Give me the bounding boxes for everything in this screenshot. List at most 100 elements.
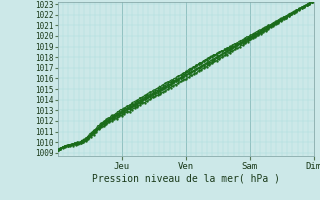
Point <box>266 23 271 27</box>
Point <box>204 59 209 62</box>
Point <box>237 40 243 43</box>
Point <box>191 70 196 73</box>
Point <box>220 49 225 52</box>
Point <box>225 49 230 53</box>
Point <box>248 37 253 40</box>
Point <box>188 68 194 71</box>
Point <box>196 62 201 65</box>
Point <box>258 28 263 32</box>
Point <box>117 112 122 115</box>
Point <box>127 106 132 109</box>
Point <box>163 90 168 93</box>
Point <box>230 50 235 53</box>
Point <box>93 129 99 132</box>
Point <box>78 141 83 144</box>
Point <box>91 130 96 133</box>
Point <box>286 15 291 18</box>
Point <box>214 59 220 62</box>
Point <box>178 73 183 77</box>
Point <box>163 87 168 90</box>
Point <box>297 8 302 11</box>
Point <box>171 81 176 84</box>
Point <box>109 119 114 122</box>
Point <box>240 39 245 42</box>
Point <box>232 42 237 45</box>
Point <box>150 94 155 97</box>
Point <box>268 26 273 29</box>
Point <box>101 120 106 123</box>
Point <box>153 88 158 92</box>
Point <box>142 95 148 99</box>
Point <box>63 145 68 148</box>
Point <box>225 50 230 53</box>
Point <box>101 122 106 125</box>
Point <box>158 88 163 92</box>
Point <box>235 41 240 45</box>
Point <box>168 83 173 86</box>
Point <box>243 40 248 43</box>
Point <box>240 41 245 44</box>
Point <box>122 109 127 112</box>
Point <box>304 3 309 7</box>
Point <box>171 79 176 82</box>
Point <box>145 93 150 96</box>
Point <box>294 8 299 11</box>
Point <box>96 127 101 130</box>
Point <box>132 104 137 108</box>
Point <box>158 87 163 91</box>
Point <box>86 136 91 140</box>
Point <box>55 148 60 151</box>
Point <box>207 56 212 60</box>
Point <box>302 4 307 8</box>
Point <box>188 70 194 74</box>
Point <box>286 13 291 16</box>
Point <box>107 116 112 119</box>
Point <box>186 70 191 73</box>
Point <box>163 84 168 87</box>
Point <box>309 1 315 4</box>
Point <box>222 51 227 54</box>
Point <box>268 23 273 27</box>
Point <box>145 94 150 97</box>
Point <box>199 64 204 68</box>
Point <box>181 78 186 82</box>
Point <box>255 31 260 35</box>
Point <box>65 143 70 146</box>
Point <box>96 124 101 127</box>
Point <box>202 59 207 62</box>
Point <box>273 22 278 25</box>
Point <box>145 96 150 99</box>
Point <box>307 2 312 5</box>
Point <box>119 114 124 117</box>
Point <box>227 48 232 51</box>
Point <box>76 142 81 145</box>
Point <box>73 143 78 146</box>
Point <box>286 14 291 17</box>
Point <box>237 42 243 45</box>
Point <box>268 24 273 27</box>
Point <box>237 41 243 44</box>
Point <box>117 113 122 116</box>
Point <box>107 118 112 122</box>
Point <box>119 111 124 114</box>
Point <box>91 131 96 134</box>
Point <box>240 41 245 44</box>
Point <box>294 10 299 13</box>
Point <box>130 105 135 108</box>
Point <box>271 24 276 27</box>
Point <box>294 10 299 13</box>
Point <box>212 60 217 63</box>
Point <box>155 89 160 92</box>
Point <box>263 27 268 30</box>
Point <box>186 72 191 75</box>
Point <box>232 45 237 48</box>
Point <box>91 132 96 135</box>
Point <box>212 53 217 56</box>
Point <box>307 2 312 5</box>
Point <box>109 115 114 119</box>
Point <box>142 98 148 101</box>
Point <box>68 143 73 146</box>
Point <box>220 55 225 58</box>
Point <box>284 14 289 17</box>
Point <box>222 47 227 50</box>
